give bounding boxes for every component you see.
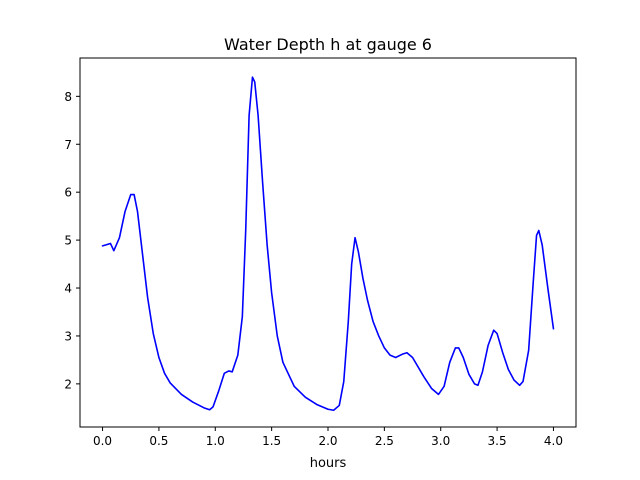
x-tick-label: 1.0	[206, 434, 225, 448]
x-tick-label: 2.0	[318, 434, 337, 448]
x-axis-label: hours	[310, 456, 347, 471]
x-tick-label: 2.5	[375, 434, 394, 448]
x-tick-label: 3.5	[488, 434, 507, 448]
plot-area	[101, 76, 555, 412]
chart-title: Water Depth h at gauge 6	[224, 35, 432, 54]
x-tick-label: 1.5	[262, 434, 281, 448]
y-tick-label: 7	[64, 138, 72, 152]
y-tick-label: 5	[64, 234, 72, 248]
x-axis: 0.0 0.5 1.0 1.5 2.0 2.5 3.0 3.5 4.0	[93, 427, 563, 448]
y-tick-label: 3	[64, 329, 72, 343]
x-tick-label: 0.5	[149, 434, 168, 448]
y-tick-label: 4	[64, 282, 72, 296]
series-line-1	[101, 76, 555, 412]
y-tick-label: 8	[64, 90, 72, 104]
x-tick-label: 3.0	[431, 434, 450, 448]
y-tick-label: 2	[64, 377, 72, 391]
x-tick-label: 4.0	[544, 434, 563, 448]
x-tick-label: 0.0	[93, 434, 112, 448]
y-tick-label: 6	[64, 186, 72, 200]
y-axis: 2 3 4 5 6 7 8	[64, 90, 80, 391]
